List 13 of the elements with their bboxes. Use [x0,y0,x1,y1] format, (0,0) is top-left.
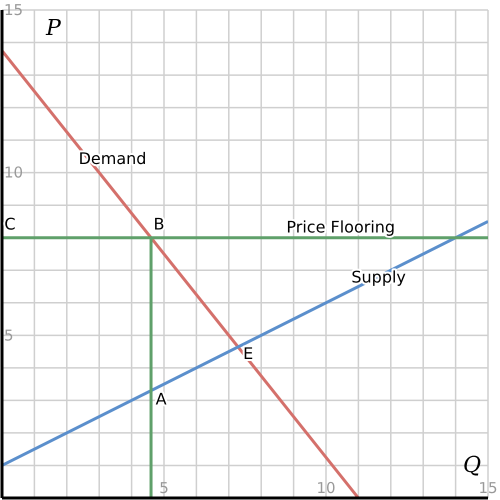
y-tick-label: 15 [4,1,24,19]
x-axis-title: Q [462,453,482,478]
annotation: A [156,390,167,409]
y-tick-label: 10 [4,164,24,182]
y-axis-title: P [45,16,62,41]
x-tick-label: 5 [159,479,169,497]
annotation: E [243,344,254,364]
annotation: C [4,214,16,234]
x-tick-label: 15 [478,479,498,497]
x-tick-label: 10 [316,479,336,497]
y-tick-label: 5 [4,326,14,344]
series-label: Price Flooring [286,218,396,237]
annotation: B [154,214,165,234]
